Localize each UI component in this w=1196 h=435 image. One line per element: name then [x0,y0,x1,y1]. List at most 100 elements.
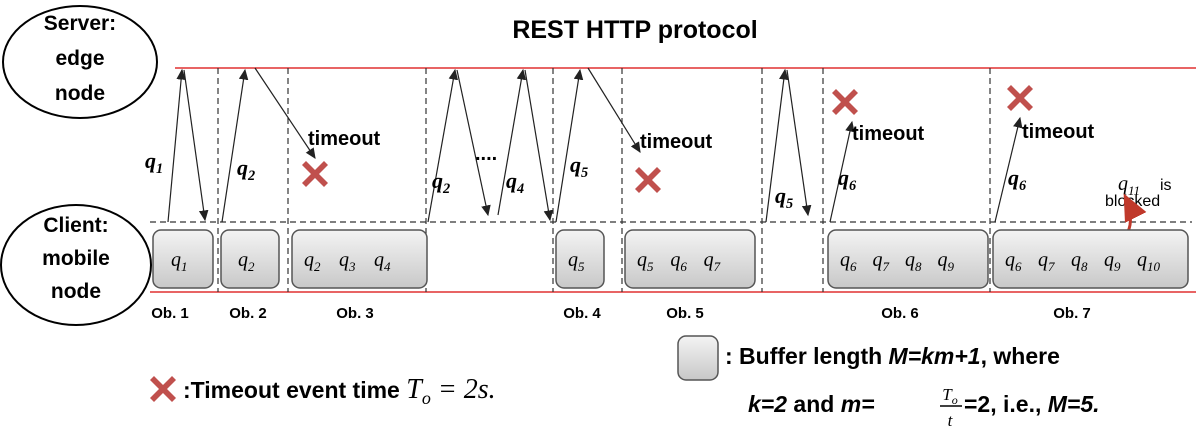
server-node [2,5,158,119]
variable: q [775,183,786,208]
subscript: 5 [786,196,793,212]
subscript: 6 [1019,178,1027,194]
fraction-numerator: To [942,385,957,407]
subscript: 6 [849,178,857,194]
legend-buffer-line2b: =2, i.e., M=5. [964,391,1100,417]
timeout-mark [832,89,858,115]
buffer-item: q8 [1071,249,1088,274]
message-arrow [524,69,554,222]
subscript: 5 [578,259,585,274]
variable: q [304,249,314,271]
variable: q [938,249,948,271]
message-arrow [456,69,491,217]
arrow-label: q2 [432,168,450,197]
message-arrow [221,68,249,223]
variable: q [374,249,384,271]
buffer-item: q2 [238,249,255,274]
buffer-item: q5 [637,249,654,274]
variable: q [1137,249,1147,271]
legend-buffer-line1: : Buffer length M=km+1, where [725,343,1060,369]
buffer [291,229,428,289]
variable: q [838,165,849,190]
variable: q [570,152,581,177]
subscript: 6 [680,259,687,274]
timeout-label: timeout [1022,121,1095,143]
legend-timeout: :Timeout event time To = 2s. [183,374,496,408]
subscript: 1 [156,161,163,177]
arrow-label: q6 [838,165,857,194]
client-label: Client: [43,214,108,237]
buffer [555,229,605,289]
variable: q [905,249,915,271]
arrow-label: q6 [1008,165,1027,194]
subscript: 4 [516,181,524,197]
variable: q [238,249,248,271]
message-arrow [427,68,459,223]
subscript: 5 [581,165,588,181]
buffer-item: q1 [171,249,188,274]
variable: q [145,148,156,173]
observation-label: Ob. 3 [336,305,374,322]
observation-label: Ob. 2 [229,305,267,322]
timeout-label: timeout [640,131,713,153]
variable: q [506,168,517,193]
variable: q [670,249,680,271]
arrow-label: q2 [237,155,255,184]
message-arrow [829,120,855,223]
message-arrow [183,69,209,222]
observation-label: Ob. 4 [563,305,601,322]
server-label: node [55,82,105,105]
subscript: 6 [850,259,857,274]
subscript: 10 [1147,259,1161,274]
blocked-label: blocked [1105,193,1160,210]
observation-label: Ob. 7 [1053,305,1091,322]
arrow-label: q5 [775,183,793,212]
timeout-label: timeout [852,123,925,145]
subscript: 4 [384,259,391,274]
buffer-item: q4 [374,249,391,274]
buffer-item: q7 [873,249,890,274]
subscript: 8 [1081,259,1088,274]
observation-label: Ob. 5 [666,305,704,322]
buffer-item: q10 [1137,249,1161,274]
observation-label: Ob. 1 [151,305,189,322]
buffer-item: q8 [905,249,922,274]
arrow-label: q1 [145,148,163,177]
subscript: 2 [442,181,450,197]
variable: q [339,249,349,271]
subscript: 9 [1114,259,1121,274]
variable: q [1118,173,1128,195]
subscript: 9 [948,259,955,274]
title: REST HTTP protocol [512,16,757,44]
message-arrow [994,116,1023,223]
variable: q [1104,249,1114,271]
subscript: 6 [1015,259,1022,274]
subscript: 3 [348,259,356,274]
legend-buffer-line2: k=2 and m= [748,391,875,417]
buffer [992,229,1189,289]
buffer-item: q3 [339,249,356,274]
buffer-item: q6 [670,249,687,274]
variable: q [873,249,883,271]
subscript: 1 [181,259,188,274]
variable: q [171,249,181,271]
message-arrow [786,69,812,217]
subscript: 8 [915,259,922,274]
server-label: edge [55,47,104,70]
client-label: mobile [42,247,110,270]
variable: q [1038,249,1048,271]
subscript: 2 [247,168,255,184]
legend-timeout-icon [150,376,176,402]
subscript: 2 [314,259,321,274]
fraction-denominator: t [948,411,954,430]
variable: q [704,249,714,271]
buffer [152,229,214,289]
subscript: 7 [1048,259,1055,274]
server-label: Server: [44,12,116,35]
buffer-item: q2 [304,249,321,274]
variable: q [1071,249,1081,271]
variable: q [637,249,647,271]
timeout-mark [1007,85,1033,111]
